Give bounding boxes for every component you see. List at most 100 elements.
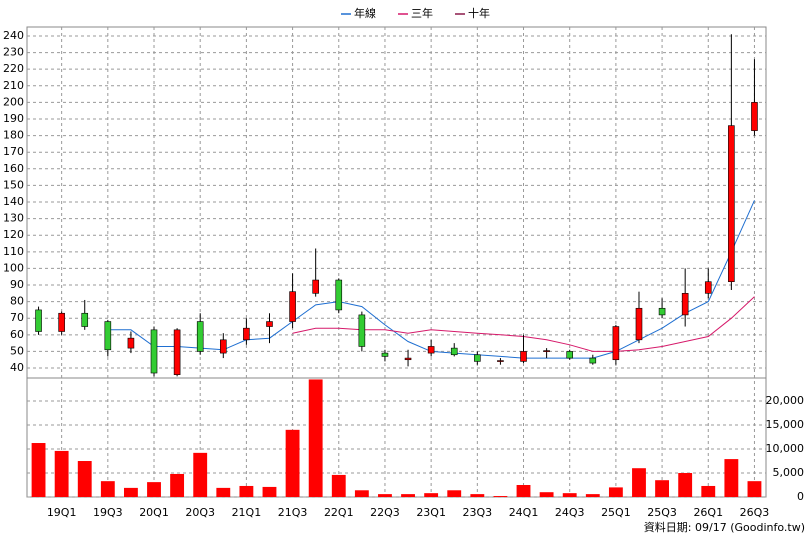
candle-body — [520, 351, 527, 362]
y-tick-label: 120 — [3, 228, 24, 241]
y-tick-label: 220 — [3, 62, 24, 75]
volume-bar — [170, 473, 185, 497]
legend-label: 十年 — [468, 6, 490, 20]
x-tick-label: 23Q3 — [463, 506, 493, 519]
volume-bar — [424, 493, 439, 497]
x-tick-label: 23Q1 — [416, 506, 446, 519]
y-tick-label: 130 — [3, 212, 24, 225]
y-tick-label: 60 — [10, 328, 24, 341]
candle-body — [335, 279, 343, 311]
y2-tick-label: 20,000 — [766, 394, 805, 407]
x-tick-label: 20Q1 — [139, 506, 169, 519]
volume-bar — [216, 487, 231, 497]
candle-body — [58, 312, 65, 332]
y-tick-label: 140 — [3, 195, 24, 208]
volume-bar — [77, 461, 92, 497]
x-tick-label: 26Q1 — [693, 506, 723, 519]
y2-tick-label: 15,000 — [766, 418, 805, 431]
candle-body — [751, 102, 758, 131]
candle-body — [289, 291, 296, 322]
x-tick-label: 21Q1 — [232, 506, 262, 519]
candle-body — [150, 329, 158, 374]
y2-tick-label: 5,000 — [773, 466, 805, 479]
candle-body — [612, 326, 620, 361]
candle-body — [658, 307, 666, 316]
candle-body — [635, 307, 643, 341]
candle-body — [104, 321, 112, 351]
y-tick-label: 170 — [3, 145, 24, 158]
x-tick-label: 22Q3 — [370, 506, 400, 519]
legend-label: 三年 — [411, 6, 433, 20]
y-tick-label: 200 — [3, 95, 24, 108]
candle-body — [427, 346, 435, 354]
volume-bar — [493, 496, 508, 497]
volume-bar — [608, 487, 623, 497]
y-tick-label: 40 — [10, 361, 24, 374]
candle-body — [173, 329, 181, 375]
x-tick-label: 25Q3 — [647, 506, 677, 519]
volume-bar — [632, 468, 646, 497]
volume-bar — [285, 429, 300, 497]
volume-bar — [447, 490, 462, 497]
candle-body — [312, 279, 319, 294]
candle-body — [589, 357, 597, 364]
volume-bar — [308, 379, 323, 497]
y2-tick-label: 0 — [797, 490, 804, 503]
volume-bar — [516, 485, 531, 497]
volume-bar — [100, 481, 115, 497]
volume-bar — [724, 459, 739, 497]
y-tick-label: 90 — [10, 278, 24, 291]
volume-bar — [147, 482, 161, 497]
candle-body — [127, 337, 135, 349]
volume-bar — [354, 490, 369, 497]
x-tick-label: 26Q3 — [740, 506, 770, 519]
volume-bar — [331, 474, 346, 497]
candle-body — [35, 309, 42, 332]
volume-bar — [31, 443, 46, 497]
candle-body — [219, 339, 227, 354]
volume-bar — [401, 494, 415, 497]
volume-bar — [193, 452, 208, 497]
y2-tick-label: 10,000 — [766, 442, 805, 455]
candle-body — [566, 351, 574, 359]
x-tick-label: 21Q3 — [278, 506, 308, 519]
candle-body — [497, 360, 504, 362]
candle-body — [243, 327, 250, 341]
candle-body — [81, 312, 89, 327]
candle-body — [404, 357, 412, 361]
volume-bar — [701, 485, 716, 497]
y-tick-label: 160 — [3, 162, 24, 175]
candle-body — [196, 321, 204, 352]
volume-bar — [239, 485, 254, 497]
y-tick-label: 70 — [10, 311, 24, 324]
volume-bar — [747, 481, 762, 497]
candle-body — [728, 125, 735, 282]
y-tick-label: 230 — [3, 46, 24, 59]
x-tick-label: 19Q3 — [93, 506, 123, 519]
x-tick-label: 24Q3 — [555, 506, 585, 519]
y-tick-label: 180 — [3, 129, 24, 142]
volume-bar — [655, 480, 670, 497]
candle-body — [474, 354, 481, 362]
volume-bar — [262, 486, 277, 497]
candle-body — [704, 281, 712, 294]
y-tick-label: 190 — [3, 112, 24, 125]
volume-bar — [562, 493, 577, 497]
x-tick-label: 24Q1 — [509, 506, 539, 519]
candle-body — [266, 321, 273, 327]
y-tick-label: 110 — [3, 245, 24, 258]
volume-bar — [470, 494, 485, 497]
volume-bar — [678, 473, 693, 497]
x-tick-label: 19Q1 — [47, 506, 77, 519]
candle-body — [358, 314, 366, 347]
legend-label: 年線 — [354, 6, 376, 20]
candle-body — [381, 352, 389, 357]
y-tick-label: 150 — [3, 178, 24, 191]
volume-bar — [585, 494, 600, 497]
source-note: 資料日期: 09/17 (Goodinfo.tw) — [644, 520, 805, 534]
candle-body — [681, 293, 689, 316]
candle-body — [450, 347, 458, 356]
volume-bar — [378, 494, 392, 497]
y-tick-label: 210 — [3, 79, 24, 92]
